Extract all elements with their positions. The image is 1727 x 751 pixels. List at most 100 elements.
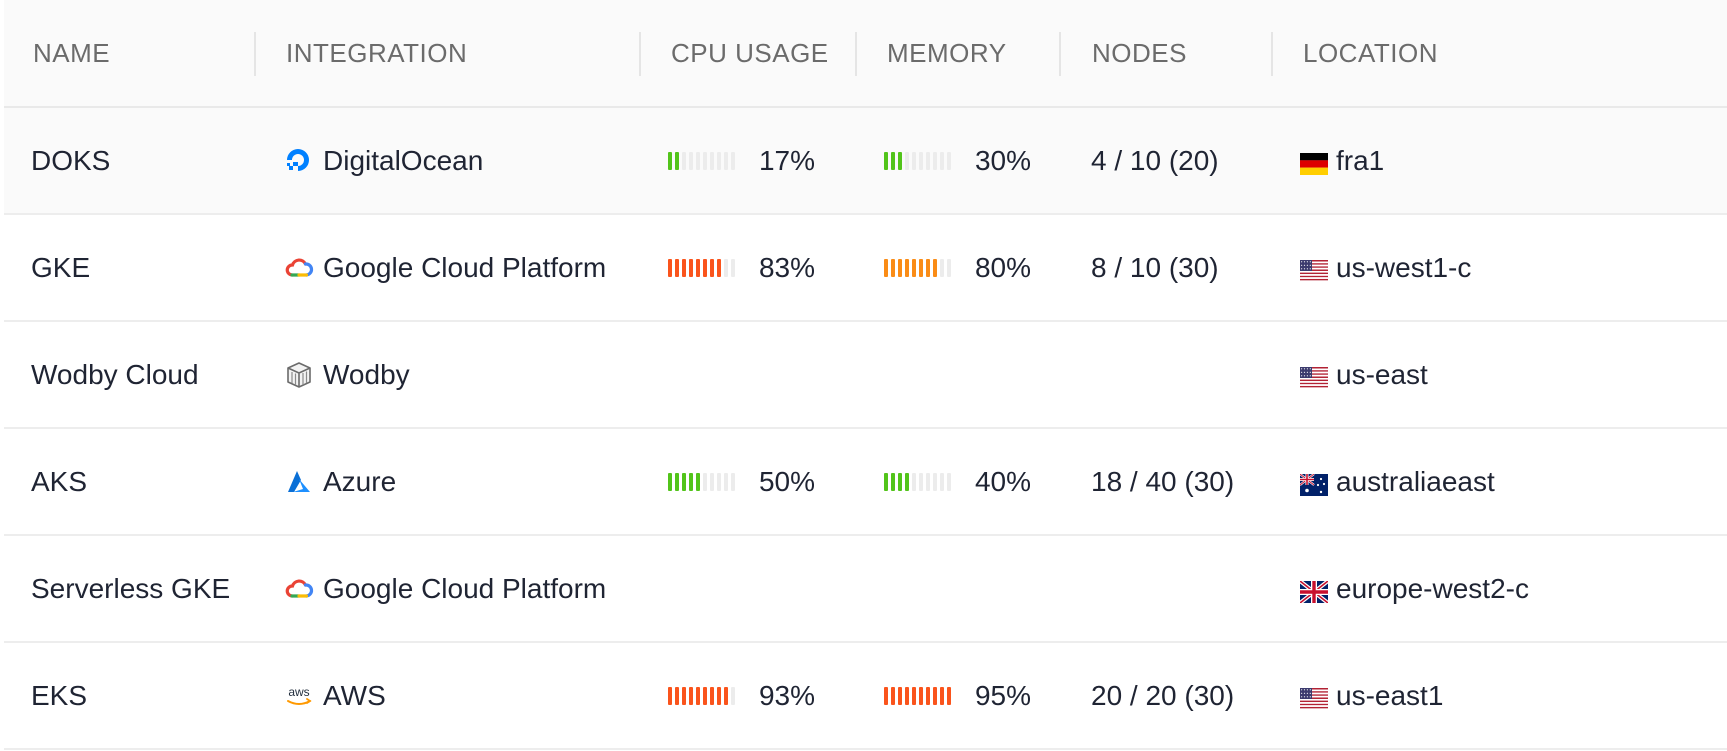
cpu-bar-segment: [710, 686, 714, 705]
svg-text:aws: aws: [288, 685, 309, 699]
cpu-usage-bar: [668, 686, 735, 705]
memory-bar-segment: [898, 151, 902, 170]
column-header-name[interactable]: NAME: [33, 38, 111, 68]
cpu-bar-segment: [696, 472, 700, 491]
cpu-bar-segment: [717, 686, 721, 705]
cpu-usage-cell: 93%: [668, 643, 815, 748]
memory-bar-segment: [926, 686, 930, 705]
cpu-usage-value: 50%: [758, 465, 815, 497]
memory-bar-segment: [891, 258, 895, 277]
integration-name: Google Cloud Platform: [323, 251, 607, 283]
memory-bar-segment: [891, 151, 895, 170]
cpu-bar-segment: [682, 151, 686, 170]
memory-bar: [884, 472, 951, 491]
column-header-memory[interactable]: MEMORY: [887, 38, 1007, 68]
cpu-bar-segment: [689, 686, 693, 705]
cpu-bar-segment: [675, 151, 679, 170]
cpu-bar-segment: [668, 258, 672, 277]
column-header-integration[interactable]: INTEGRATION: [286, 38, 468, 68]
digitalocean-icon: [284, 146, 314, 176]
cluster-name[interactable]: GKE: [31, 251, 91, 283]
cpu-bar-segment: [717, 472, 721, 491]
cpu-bar-segment: [696, 258, 700, 277]
cpu-bar-segment: [668, 151, 672, 170]
australia-flag-icon: [1299, 471, 1328, 496]
memory-bar-segment: [912, 686, 916, 705]
location-cell: europe-west2-c: [1298, 536, 1529, 641]
cluster-name[interactable]: Serverless GKE: [31, 572, 231, 604]
cpu-bar-segment: [668, 686, 672, 705]
cpu-bar-segment: [703, 151, 707, 170]
table-row[interactable]: GKE Google Cloud Platform 83% 80% 8 / 10…: [4, 215, 1727, 322]
memory-value: 80%: [974, 251, 1031, 283]
cpu-bar-segment: [696, 151, 700, 170]
cpu-bar-segment: [703, 258, 707, 277]
integration-cell: Google Cloud Platform: [284, 215, 606, 320]
nodes-value: 8 / 10 (30): [1091, 251, 1219, 283]
cpu-usage-value: 17%: [758, 144, 815, 176]
column-header-cpu-usage[interactable]: CPU USAGE: [671, 38, 829, 68]
location-name: europe-west2-c: [1336, 572, 1529, 604]
cpu-bar-segment: [689, 258, 693, 277]
cpu-bar-segment: [731, 686, 735, 705]
cpu-bar-segment: [689, 472, 693, 491]
memory-bar-segment: [940, 258, 944, 277]
table-row[interactable]: DOKS DigitalOcean 17% 30% 4 / 10 (20) fr…: [4, 108, 1727, 215]
column-header-location[interactable]: LOCATION: [1303, 38, 1438, 68]
memory-bar-segment: [898, 258, 902, 277]
location-name: us-east1: [1336, 679, 1444, 711]
table-header: NAME INTEGRATION CPU USAGE MEMORY NODES …: [4, 0, 1727, 108]
memory-bar-segment: [919, 258, 923, 277]
memory-bar: [884, 258, 951, 277]
table-row[interactable]: Wodby Cloud Wodby us-east: [4, 322, 1727, 429]
table-row[interactable]: EKS aws AWS 93% 95% 20 / 20 (30) us-east…: [4, 643, 1727, 750]
cpu-bar-segment: [710, 258, 714, 277]
memory-bar-segment: [891, 686, 895, 705]
cpu-usage-bar: [668, 258, 735, 277]
cpu-usage-bar: [668, 151, 735, 170]
integration-cell: aws AWS: [284, 643, 386, 748]
cluster-name[interactable]: DOKS: [31, 144, 111, 176]
location-name: australiaeast: [1336, 465, 1495, 497]
wodby-icon: [284, 360, 314, 390]
table-row[interactable]: Serverless GKE Google Cloud Platform eur…: [4, 536, 1727, 643]
memory-bar-segment: [905, 151, 909, 170]
cpu-bar-segment: [724, 472, 728, 491]
column-divider: [1271, 32, 1273, 76]
table-row[interactable]: AKS Azure 50% 40% 18 / 40 (30) australia…: [4, 429, 1727, 536]
cluster-name[interactable]: AKS: [31, 465, 88, 497]
memory-bar-segment: [919, 686, 923, 705]
google-cloud-icon: [284, 253, 314, 283]
column-header-nodes[interactable]: NODES: [1092, 38, 1187, 68]
integration-cell: DigitalOcean: [284, 108, 483, 213]
nodes-value: 20 / 20 (30): [1091, 679, 1235, 711]
memory-bar-segment: [933, 472, 937, 491]
cpu-bar-segment: [724, 258, 728, 277]
location-cell: us-east: [1300, 322, 1428, 427]
integration-cell: Google Cloud Platform: [284, 536, 606, 641]
memory-bar-segment: [947, 258, 951, 277]
memory-bar-segment: [905, 472, 909, 491]
integration-name: Google Cloud Platform: [323, 572, 607, 604]
cpu-bar-segment: [682, 258, 686, 277]
cpu-bar-segment: [703, 472, 707, 491]
memory-cell: 95%: [884, 643, 1031, 748]
cpu-bar-segment: [696, 686, 700, 705]
memory-bar-segment: [884, 686, 888, 705]
location-name: us-east: [1336, 358, 1428, 390]
memory-bar-segment: [947, 151, 951, 170]
integration-name: AWS: [323, 679, 386, 711]
integration-name: Azure: [323, 465, 397, 497]
cluster-name[interactable]: EKS: [31, 679, 88, 711]
cpu-bar-segment: [731, 472, 735, 491]
memory-bar-segment: [940, 686, 944, 705]
cpu-bar-segment: [731, 258, 735, 277]
aws-icon: aws: [284, 681, 314, 711]
integration-cell: Azure: [284, 429, 396, 534]
cluster-name[interactable]: Wodby Cloud: [31, 358, 199, 390]
memory-bar-segment: [919, 472, 923, 491]
memory-bar-segment: [912, 258, 916, 277]
memory-cell: 80%: [884, 215, 1031, 320]
google-cloud-icon: [284, 574, 314, 604]
memory-bar-segment: [891, 472, 895, 491]
